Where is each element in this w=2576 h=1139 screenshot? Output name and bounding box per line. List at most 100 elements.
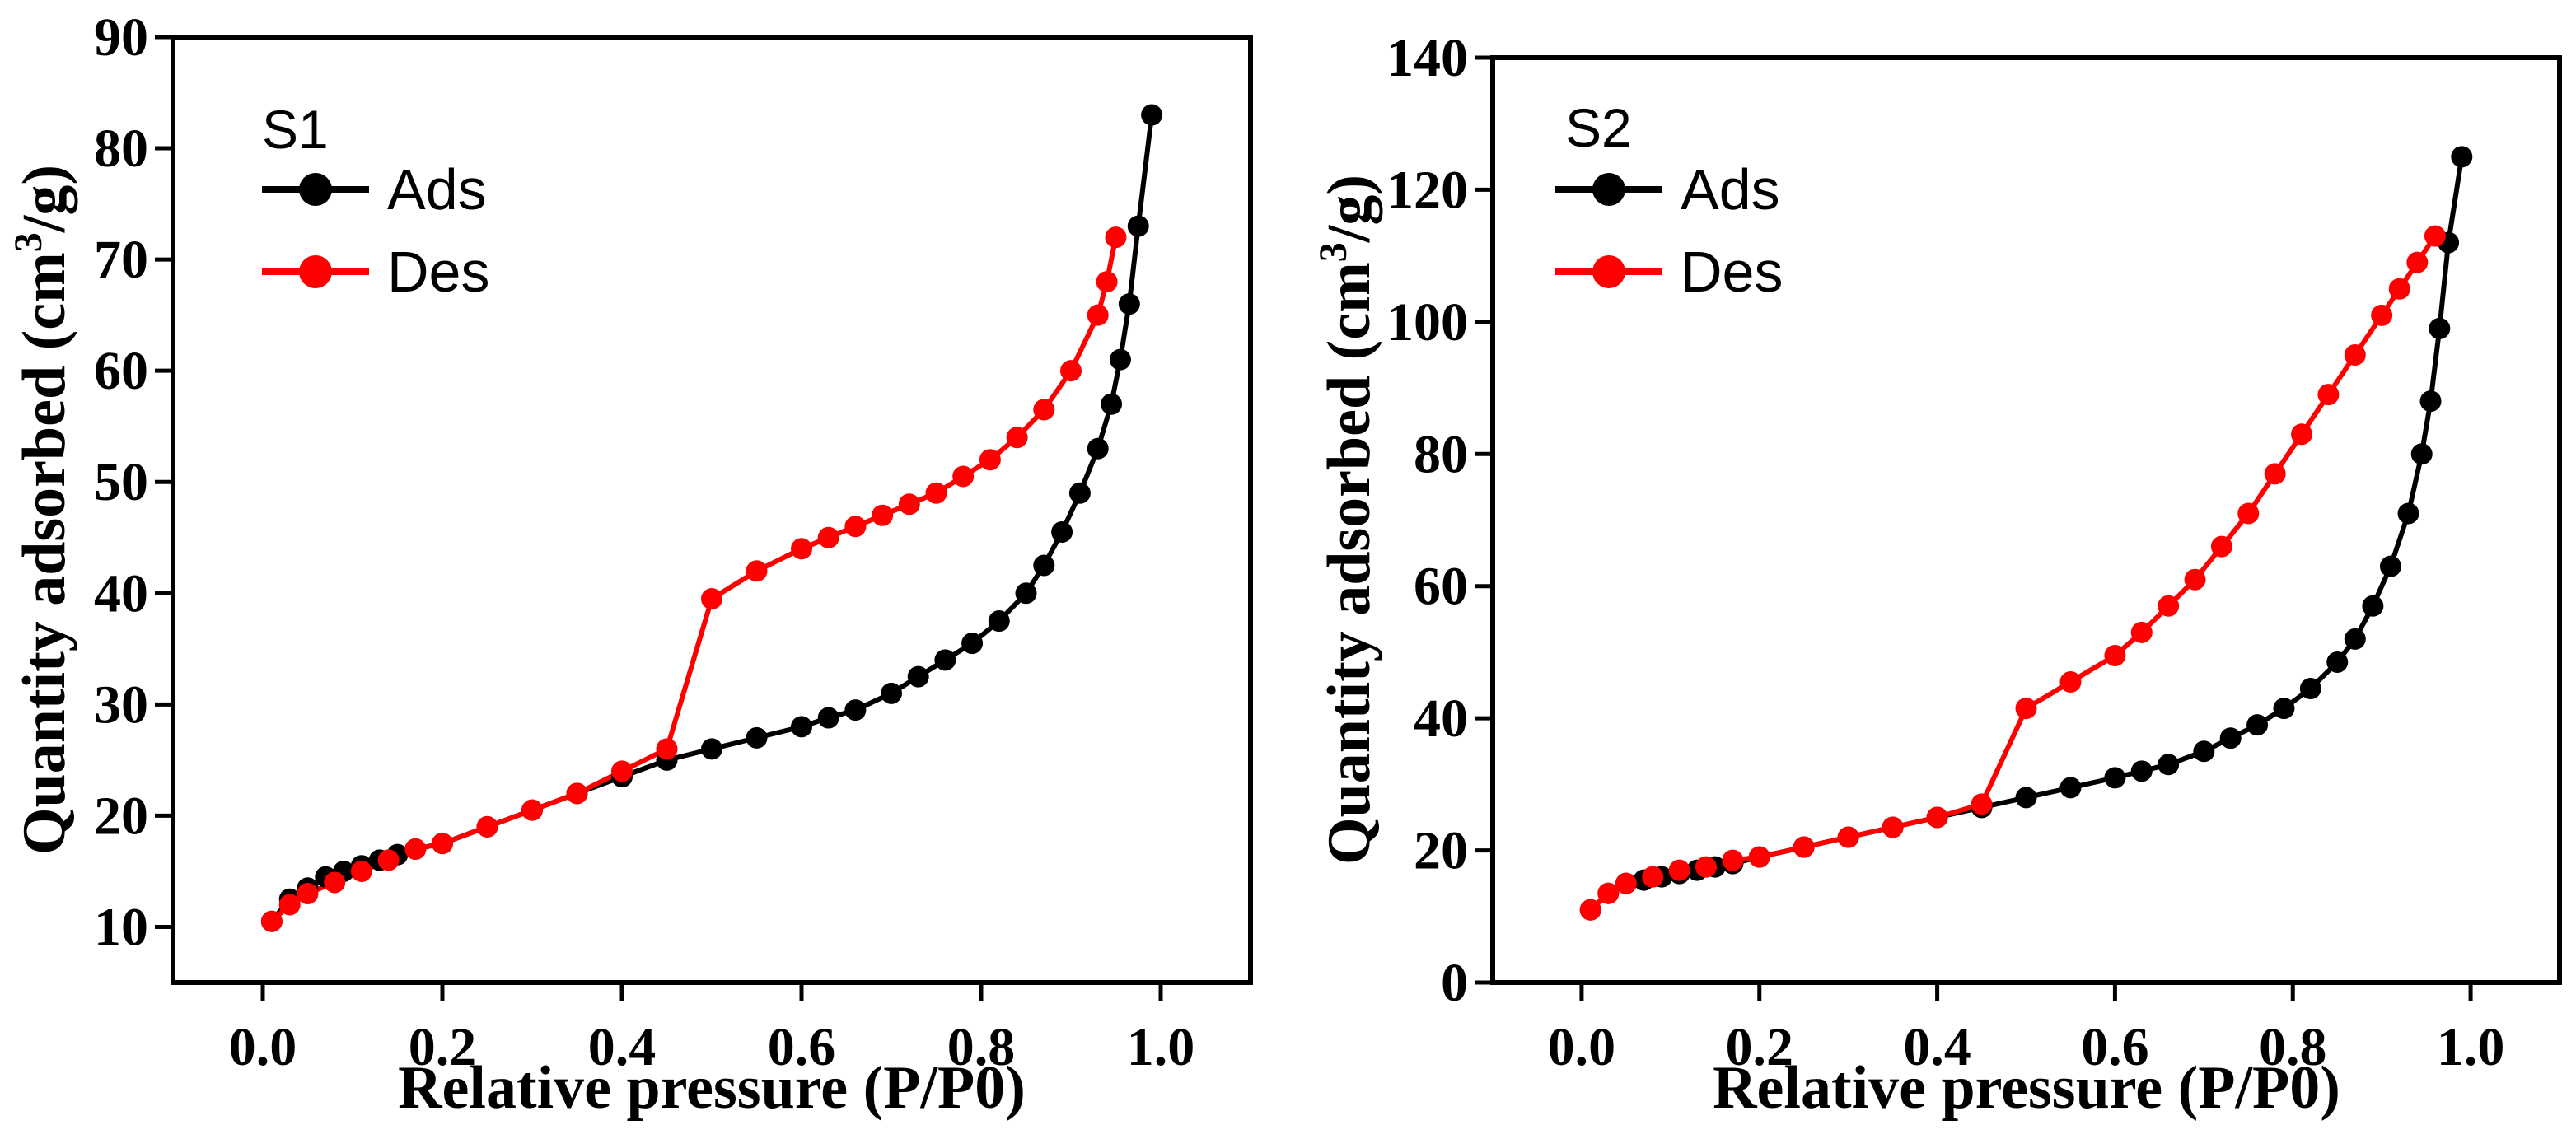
data-point-des <box>1642 866 1664 888</box>
data-point-ads <box>701 738 722 760</box>
data-point-ads <box>1101 393 1123 415</box>
data-point-des <box>746 560 768 582</box>
data-point-des <box>297 882 319 904</box>
x-tick-label: 0.2 <box>1726 1017 1794 1077</box>
data-point-ads <box>1141 104 1163 126</box>
legend: Ads Des <box>262 157 489 304</box>
data-point-ads <box>1033 554 1055 577</box>
plot-frame <box>171 35 1253 985</box>
data-point-ads <box>934 649 956 671</box>
legend-marker-des <box>1592 255 1625 288</box>
data-point-des <box>2344 343 2366 366</box>
data-point-des <box>1579 899 1601 921</box>
data-point-des <box>566 782 588 805</box>
x-axis-label: Relative pressure (P/P0) <box>398 1054 1026 1122</box>
data-point-des <box>1926 806 1948 829</box>
data-point-des <box>521 799 543 821</box>
x-tick-label: 1.0 <box>1127 1017 1195 1077</box>
data-point-ads <box>2397 502 2419 525</box>
data-point-des <box>2184 568 2206 591</box>
series-line-des <box>269 236 1119 923</box>
data-point-des <box>1597 882 1620 904</box>
x-axis-ticks: 0.0 0.2 0.4 0.6 0.8 1.0 <box>229 983 1195 1077</box>
data-point-des <box>1105 226 1127 249</box>
data-point-des <box>2291 423 2313 446</box>
data-point-des <box>701 588 722 610</box>
y-tick-label: 70 <box>94 230 148 290</box>
x-tick-label: 0.4 <box>588 1017 657 1077</box>
data-point-ads <box>1118 293 1140 315</box>
data-point-des <box>872 504 894 526</box>
data-point-ads <box>2429 317 2451 339</box>
data-point-des <box>2210 535 2232 558</box>
plot-frame <box>1490 55 2562 985</box>
data-point-des <box>898 493 920 516</box>
data-point-des <box>611 760 633 782</box>
data-point-des <box>2237 502 2260 525</box>
data-point-ads <box>2015 787 2037 809</box>
data-point-ads <box>907 665 929 688</box>
legend-label-ads: Ads <box>387 157 487 222</box>
series-line-des <box>1588 234 2438 912</box>
y-tick-label: 30 <box>94 675 148 735</box>
data-point-des <box>350 860 372 882</box>
data-point-des <box>1793 836 1815 858</box>
data-point-des <box>2015 698 2037 720</box>
data-point-ads <box>2379 555 2401 577</box>
data-point-ads <box>2299 678 2321 700</box>
data-point-des <box>260 910 283 932</box>
y-tick-label: 40 <box>1414 689 1468 749</box>
data-point-des <box>1722 849 1744 871</box>
data-point-des <box>979 449 1001 471</box>
data-point-ads <box>988 610 1010 633</box>
data-point-des <box>2424 225 2446 247</box>
data-point-ads <box>2130 760 2153 782</box>
legend: Ads Des <box>1555 157 1783 304</box>
legend-marker-ads <box>299 173 332 206</box>
data-point-des <box>1748 846 1770 868</box>
legend-marker-des <box>299 255 332 288</box>
y-tick-label: 80 <box>94 119 148 179</box>
data-point-des <box>1971 793 1993 815</box>
data-point-ads <box>1109 348 1131 371</box>
data-point-des <box>324 871 346 894</box>
x-axis-label: Relative pressure (P/P0) <box>1713 1054 2340 1122</box>
data-point-des <box>2264 463 2286 485</box>
data-point-ads <box>961 633 984 655</box>
data-point-des <box>377 849 400 871</box>
data-point-ads <box>2410 443 2433 465</box>
data-point-des <box>1006 427 1028 449</box>
data-point-des <box>2406 251 2429 273</box>
y-tick-label: 0 <box>1441 953 1468 1013</box>
y-tick-label: 120 <box>1386 160 1468 220</box>
data-point-ads <box>2273 698 2295 720</box>
panel-title: S2 <box>1565 97 1632 158</box>
y-axis-label: Quantity adsorbed (cm3/g) <box>1311 175 1383 865</box>
data-point-ads <box>1127 215 1149 237</box>
data-point-des <box>844 516 867 538</box>
data-point-des <box>476 815 498 838</box>
data-point-ads <box>746 726 768 749</box>
y-tick-label: 90 <box>94 7 148 68</box>
data-point-des <box>404 838 427 860</box>
data-point-des <box>2059 671 2082 693</box>
data-point-ads <box>2193 740 2215 763</box>
data-point-ads <box>2326 651 2349 673</box>
y-axis-label: Quantity adsorbed (cm3/g) <box>7 165 78 855</box>
data-point-ads <box>2451 146 2473 168</box>
data-point-ads <box>844 699 867 721</box>
y-axis-ticks: 10 20 30 40 50 60 70 80 90 <box>94 7 173 957</box>
data-point-des <box>1882 816 1904 838</box>
y-tick-label: 40 <box>94 563 148 623</box>
data-point-des <box>1837 826 1859 848</box>
y-tick-label: 140 <box>1386 28 1468 88</box>
y-tick-label: 60 <box>1414 557 1468 617</box>
data-point-des <box>1060 360 1082 382</box>
data-point-des <box>2158 595 2180 617</box>
data-point-ads <box>1051 521 1073 544</box>
data-point-ads <box>2219 727 2242 749</box>
data-point-ads <box>1087 437 1109 460</box>
data-point-ads <box>1068 482 1091 504</box>
x-tick-label: 0.0 <box>1548 1017 1616 1077</box>
